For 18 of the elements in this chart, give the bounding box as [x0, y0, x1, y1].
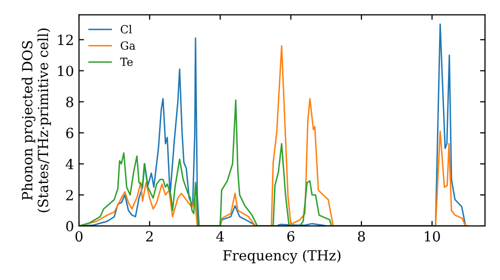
x-tick-label: 2 — [146, 231, 153, 242]
y-axis-title: Phonon projected DOS (States/THz·primitive cell) — [22, 28, 51, 212]
x-tick-label: 0 — [75, 231, 82, 242]
x-tick-label: 6 — [287, 231, 294, 242]
y-tick-label: 10 — [58, 66, 74, 76]
legend-label: Ga — [120, 41, 136, 50]
y-tick-label: 8 — [66, 96, 74, 108]
y-tick-label: 0 — [66, 220, 74, 232]
y-tick-label: 4 — [66, 158, 74, 170]
legend-label: Te — [120, 58, 133, 66]
y-tick-label: 2 — [66, 190, 73, 200]
x-tick-label: 8 — [358, 231, 365, 242]
x-tick-label: 4 — [216, 231, 224, 242]
legend-label: Cl — [120, 24, 132, 34]
x-axis-title: Frequency (THz) — [223, 250, 340, 264]
y-tick-label: 6 — [66, 128, 74, 138]
x-tick-label: 10 — [424, 231, 440, 242]
y-tick-label: 12 — [58, 34, 73, 45]
